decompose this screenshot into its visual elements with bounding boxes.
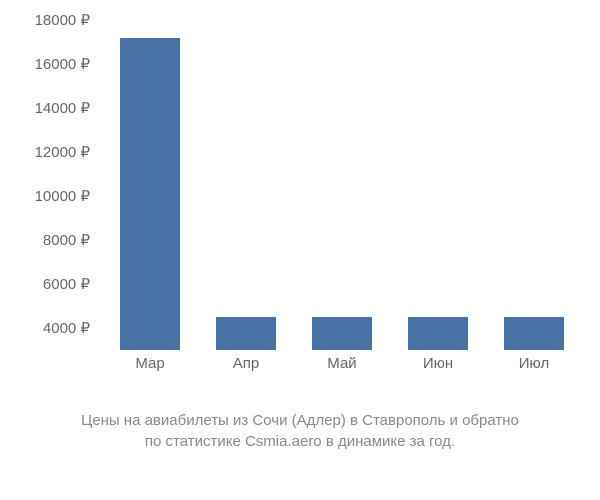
x-tick-label: Июл: [519, 355, 549, 372]
plot-area: 4000 ₽6000 ₽8000 ₽10000 ₽12000 ₽14000 ₽1…: [95, 20, 580, 350]
bar: [120, 38, 180, 350]
y-tick-label: 12000 ₽: [35, 143, 90, 161]
x-tick-label: Апр: [233, 355, 259, 372]
bar: [408, 317, 468, 350]
y-tick-label: 6000 ₽: [43, 275, 90, 293]
y-tick-label: 10000 ₽: [35, 187, 90, 205]
price-chart: 4000 ₽6000 ₽8000 ₽10000 ₽12000 ₽14000 ₽1…: [95, 20, 580, 380]
y-tick-label: 14000 ₽: [35, 99, 90, 117]
y-tick-label: 8000 ₽: [43, 231, 90, 249]
y-axis: 4000 ₽ 6000 ₽ 8000 ₽ 10000 ₽ 12000 ₽ 14000 ₽ 1…: [15, 20, 90, 350]
bar: [312, 317, 372, 350]
y-tick-label: 18000 ₽: [35, 11, 90, 29]
x-tick-label: Мар: [135, 355, 164, 372]
caption-line-1: Цены на авиабилеты из Сочи (Адлер) в Ста…: [81, 412, 519, 429]
y-tick-label: 16000 ₽: [35, 55, 90, 73]
x-axis: Мар Апр Май Июн Июл: [95, 355, 580, 380]
x-tick-label: Июн: [423, 355, 453, 372]
bar: [504, 317, 564, 350]
y-tick-label: 4000 ₽: [43, 319, 90, 337]
bar: [216, 317, 276, 350]
bars-group: [95, 20, 580, 350]
caption-line-2: по статистике Csmia.aero в динамике за г…: [145, 433, 455, 450]
chart-caption: Цены на авиабилеты из Сочи (Адлер) в Ста…: [0, 410, 600, 452]
x-tick-label: Май: [327, 355, 356, 372]
